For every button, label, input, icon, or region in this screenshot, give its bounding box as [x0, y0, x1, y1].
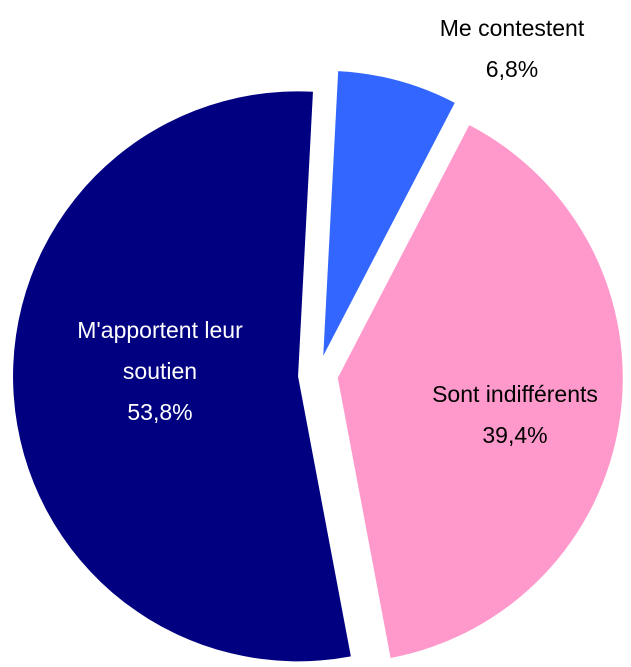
pie-slice: [323, 71, 455, 356]
slice-label: M'apportent leur soutien 53,8%: [40, 310, 280, 433]
category-label: Me contestent: [439, 15, 585, 41]
slice-label: Me contestent 6,8%: [392, 8, 631, 90]
slice-label: Sont indifférents 39,4%: [395, 374, 631, 456]
category-label: Sont indifférents: [432, 381, 598, 407]
category-label: M'apportent leur soutien: [77, 317, 243, 384]
value-label: 53,8%: [127, 399, 193, 425]
value-label: 6,8%: [485, 56, 539, 82]
pie-slice: [337, 125, 623, 658]
value-label: 39,4%: [482, 422, 548, 448]
pie-slice: [13, 91, 351, 662]
